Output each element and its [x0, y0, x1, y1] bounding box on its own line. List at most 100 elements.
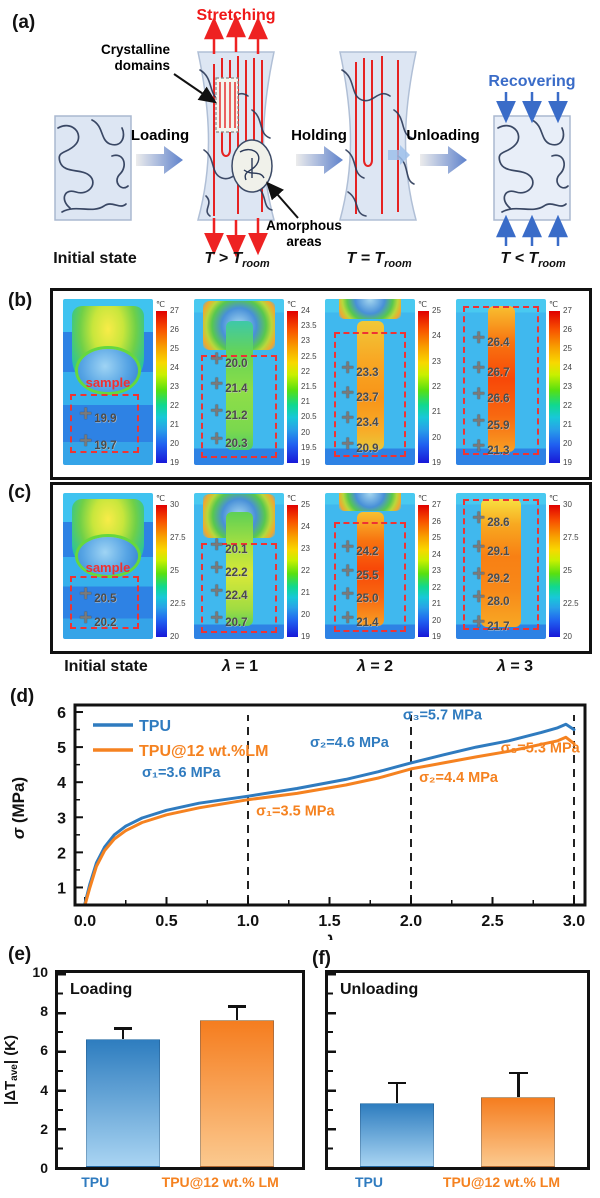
svg-text:domains: domains [114, 58, 170, 73]
unloading-bar-panel: (f) Unloading TPU TPU@12 wt.% LM [308, 940, 600, 1198]
cross-icon: + [341, 379, 355, 405]
roi-dashed-rect [463, 305, 539, 456]
cross-icon: + [472, 505, 486, 531]
column-caption-lambda3: λ = 3 [496, 658, 534, 675]
svg-text:1.0: 1.0 [237, 913, 259, 930]
stretching-label: Stretching [196, 7, 275, 24]
svg-text:σ₁=3.6 MPa: σ₁=3.6 MPa [142, 765, 221, 781]
cross-icon: + [472, 432, 486, 458]
panel-a-schematic: Stretching Loading [54, 7, 576, 258]
thermal-image-lambda3: +26.4 +26.7 +26.6 +25.9 +21.3 [456, 299, 546, 465]
cross-icon: + [210, 371, 224, 397]
bar-tpu-lm [481, 973, 556, 1167]
svg-text:0.5: 0.5 [155, 913, 177, 930]
clamp-circle [78, 348, 138, 392]
panel-b-box: sample +19.9 +19.7 ℃ 27 26 25 24 23 22 21 20 19 +… [50, 288, 592, 480]
panel-f-label: (f) [312, 948, 331, 969]
panel-d-label: (d) [10, 686, 35, 707]
colorbar-gradient [418, 311, 429, 463]
bar-tpu [86, 973, 160, 1167]
sample-label: sample [85, 375, 131, 391]
loading-label: Loading [131, 127, 189, 144]
f-plot-box: Unloading [325, 970, 590, 1170]
column-caption-initial: Initial state [64, 658, 148, 675]
cross-icon: + [472, 584, 486, 610]
cross-icon: + [210, 531, 224, 557]
cross-icon: + [79, 401, 93, 427]
cross-icon: + [341, 431, 355, 457]
svg-text:3.0: 3.0 [563, 913, 585, 930]
cross-icon: + [341, 534, 355, 560]
bar-tpu [359, 973, 434, 1167]
cross-icon: + [472, 534, 486, 560]
thermal-unit: sample +19.9 +19.7 ℃ 27 26 25 24 23 22 21 20 19 [63, 299, 194, 469]
cross-icon: + [472, 381, 486, 407]
svg-text:0.0: 0.0 [74, 913, 96, 930]
thermal-unit: +20.1 +22.2 +22.4 +20.7 ℃ 25 24 23 22 21 20 19 [194, 493, 325, 643]
colorbar-gradient [549, 311, 560, 463]
e-ylabel: |ΔTave| (K) [2, 1035, 20, 1106]
svg-text:4: 4 [57, 775, 66, 792]
column-caption-lambda1: λ = 1 [221, 658, 259, 675]
thermal-unit: +24.2 +25.5 +25.0 +21.4 ℃ 27 26 25 24 23 22 21 20 1… [325, 493, 456, 643]
colorbar: ℃ 30 27.5 25 22.5 20 [549, 494, 579, 641]
svg-text:TPU@12 wt.%LM: TPU@12 wt.%LM [139, 743, 268, 760]
roi-dashed-rect [463, 498, 539, 631]
clamp-circle [339, 299, 401, 319]
cross-icon: + [210, 578, 224, 604]
e-ytick-labels: 10 8 6 4 2 0 [32, 964, 48, 1176]
colorbar: ℃ 27 26 25 24 23 22 21 20 19 [156, 300, 179, 467]
state-caption-room: T = Troom [346, 250, 412, 271]
roi-dashed-rect [70, 576, 139, 629]
unloading-arrow: Unloading [406, 127, 480, 174]
colorbar-gradient [156, 505, 167, 637]
svg-text:5: 5 [57, 740, 66, 757]
recovering-label: Recovering [488, 73, 575, 90]
svg-text:1: 1 [57, 880, 66, 897]
svg-text:λ: λ [324, 932, 334, 940]
y-major-ticks [58, 973, 66, 1167]
crystalline-label: Crystalline domains [101, 42, 217, 104]
sample-strip [481, 498, 521, 628]
thermal-unit: +28.6 +29.1 +29.2 +28.0 +21.7 ℃ 30 27.5 25 22.5… [456, 493, 587, 643]
cross-icon: + [472, 324, 486, 350]
recovering-arrows [496, 92, 568, 246]
cross-icon: + [341, 604, 355, 630]
panel-e-label: (e) [8, 944, 32, 965]
colorbar: ℃ 24 23.5 23 22.5 22 21.5 21 20.5 20 19.5 19 [287, 300, 317, 467]
thermal-image-lambda1: +20.1 +22.2 +22.4 +20.7 [194, 493, 284, 639]
cross-icon: + [79, 581, 93, 607]
colorbar-gradient [287, 505, 298, 637]
colorbar-gradient [287, 311, 298, 463]
colorbar: ℃ 30 27.5 25 22.5 20 [156, 494, 186, 641]
unloading-label: Unloading [406, 127, 479, 144]
cross-icon: + [341, 404, 355, 430]
colorbar: ℃ 25 24 23 22 21 20 19 [418, 300, 441, 467]
e-category-labels: TPU TPU@12 wt.% LM [81, 1174, 279, 1190]
d-ylabel: σ (MPa) [9, 777, 28, 839]
cross-icon: + [210, 346, 224, 372]
f-title: Unloading [340, 981, 419, 998]
thermal-unit: +23.3 +23.7 +23.4 +20.9 ℃ 25 24 23 22 21 20 19 [325, 299, 456, 469]
thermal-image-initial: sample +19.9 +19.7 [63, 299, 153, 465]
cross-icon: + [472, 407, 486, 433]
clamp-circle [78, 536, 138, 575]
thermal-image-lambda1: +20.0 +21.4 +21.2 +20.3 [194, 299, 284, 465]
sample-label: sample [85, 560, 131, 576]
holding-arrow: Holding [291, 127, 347, 174]
svg-text:1.5: 1.5 [318, 913, 340, 930]
specimen-stretched [197, 14, 275, 258]
thermal-unit: sample +20.5 +20.2 ℃ 30 27.5 25 22.5 20 [63, 493, 194, 643]
holding-label: Holding [291, 127, 347, 144]
state-caption-initial: Initial state [53, 250, 137, 267]
roi-dashed-rect [201, 542, 277, 634]
sample-strip [356, 320, 384, 451]
sample-strip [225, 511, 253, 626]
bar-tpu-lm [200, 973, 274, 1167]
thermal-image-lambda2: +23.3 +23.7 +23.4 +20.9 [325, 299, 415, 465]
cross-icon: + [79, 604, 93, 630]
crystalline-domain-box [215, 77, 239, 133]
stress-strain-chart: σ (MPa) 1 2 3 4 5 6 0.0 0.5 1.0 1.5 2.0 2.5 3.0 TPU TP… [9, 703, 587, 940]
roi-dashed-rect [334, 522, 406, 632]
y-major-ticks [328, 973, 336, 1167]
